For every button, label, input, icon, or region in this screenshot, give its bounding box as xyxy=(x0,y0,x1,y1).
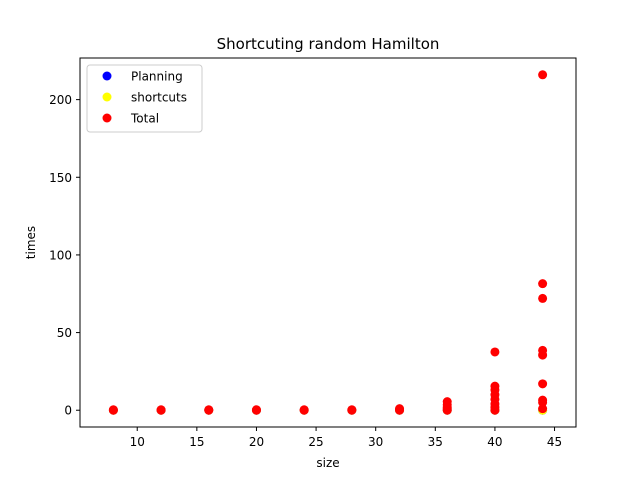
point-total-28 xyxy=(538,404,548,414)
legend-box xyxy=(86,64,203,133)
y-tick-label: 0 xyxy=(64,404,72,418)
x-tick-label: 25 xyxy=(308,435,323,449)
point-total-3 xyxy=(156,405,166,415)
y-tick-label: 150 xyxy=(49,171,72,185)
chart-title: Shortcuting random Hamilton xyxy=(217,35,440,53)
point-total-30 xyxy=(538,395,548,405)
point-total-27 xyxy=(490,347,500,357)
x-tick-label: 10 xyxy=(130,435,145,449)
y-axis-label: times xyxy=(24,226,38,259)
point-total-5 xyxy=(204,405,214,415)
plot-frame xyxy=(79,57,577,428)
point-total-34 xyxy=(538,293,548,303)
x-axis-label: size xyxy=(316,456,339,470)
legend: Planning shortcuts Total xyxy=(86,64,203,133)
legend-label-planning: Planning xyxy=(131,70,183,84)
plot-marks xyxy=(108,70,548,415)
y-tick-label: 100 xyxy=(49,248,72,262)
point-total-19 xyxy=(442,397,452,407)
point-total-33 xyxy=(538,345,548,355)
legend-marker-total xyxy=(102,113,112,123)
point-total-35 xyxy=(538,279,548,289)
point-total-9 xyxy=(299,405,309,415)
point-total-1 xyxy=(108,405,118,415)
legend-label-total: Total xyxy=(130,112,159,126)
x-tick-label: 20 xyxy=(249,435,264,449)
point-total-26 xyxy=(490,381,500,391)
x-tick-label: 15 xyxy=(189,435,204,449)
y-tick-label: 200 xyxy=(49,93,72,107)
point-total-31 xyxy=(538,379,548,389)
x-tick-label: 40 xyxy=(487,435,502,449)
legend-marker-shortcuts xyxy=(102,92,112,102)
legend-label-shortcuts: shortcuts xyxy=(131,91,187,105)
x-tick-label: 35 xyxy=(428,435,443,449)
legend-marker-planning xyxy=(102,71,112,81)
x-tick-label: 30 xyxy=(368,435,383,449)
x-tick-label: 45 xyxy=(547,435,562,449)
point-total-36 xyxy=(538,70,548,80)
point-total-14 xyxy=(395,404,405,414)
point-total-7 xyxy=(251,405,261,415)
y-tick-label: 50 xyxy=(57,326,72,340)
y-axis-ticks: 0 50 100 150 200 xyxy=(49,93,80,418)
x-axis-ticks: 10 15 20 25 30 35 40 45 xyxy=(130,427,562,449)
point-total-11 xyxy=(347,405,357,415)
